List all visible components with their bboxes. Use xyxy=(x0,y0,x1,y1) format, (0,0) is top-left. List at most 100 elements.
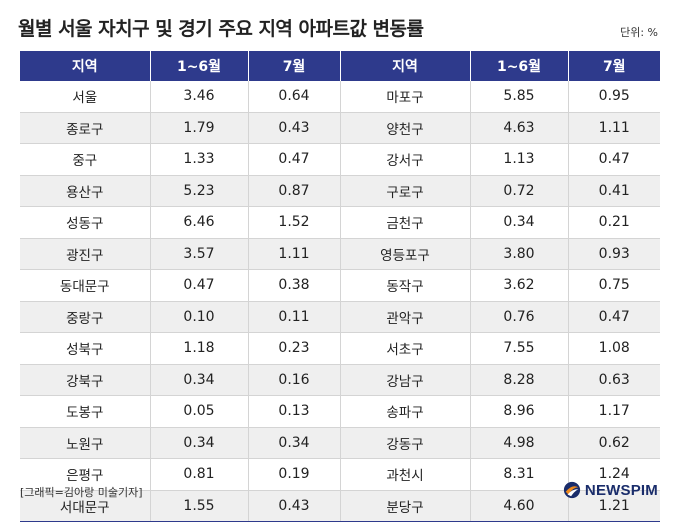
price-change-table: 지역 1~6월 7월 지역 1~6월 7월 서울 3.46 0.64 마포구 5.85 0… xyxy=(20,51,660,522)
jul-value-cell: 0.63 xyxy=(568,364,660,396)
jul-value-cell: 0.43 xyxy=(248,490,341,522)
jul-value-cell: 0.43 xyxy=(248,112,341,144)
jul-value-cell: 0.21 xyxy=(568,206,660,239)
header-h1-right: 1~6월 xyxy=(470,51,569,81)
h1-value-cell: 3.46 xyxy=(150,81,249,113)
region-cell: 광진구 xyxy=(20,238,151,270)
h1-value-cell: 3.80 xyxy=(470,238,569,270)
jul-value-cell: 1.11 xyxy=(248,238,341,270)
h1-value-cell: 4.60 xyxy=(470,490,569,522)
header-jul-left: 7월 xyxy=(248,51,341,81)
region-cell: 동대문구 xyxy=(20,269,151,302)
h1-value-cell: 5.85 xyxy=(470,81,569,113)
region-cell: 강남구 xyxy=(340,364,471,396)
table-row: 동대문구 0.47 0.38 동작구 3.62 0.75 xyxy=(20,269,660,302)
h1-value-cell: 8.96 xyxy=(470,395,569,428)
jul-value-cell: 1.11 xyxy=(568,112,660,144)
jul-value-cell: 0.19 xyxy=(248,458,341,491)
region-cell: 송파구 xyxy=(340,395,471,428)
region-cell: 양천구 xyxy=(340,112,471,144)
jul-value-cell: 0.62 xyxy=(568,427,660,459)
h1-value-cell: 1.55 xyxy=(150,490,249,522)
table-row: 도봉구 0.05 0.13 송파구 8.96 1.17 xyxy=(20,395,660,428)
table-row: 중구 1.33 0.47 강서구 1.13 0.47 xyxy=(20,143,660,176)
chart-title: 월별 서울 자치구 및 경기 주요 지역 아파트값 변동률 xyxy=(18,18,424,40)
region-cell: 마포구 xyxy=(340,81,471,113)
region-cell: 도봉구 xyxy=(20,395,151,428)
region-cell: 노원구 xyxy=(20,427,151,459)
region-cell: 관악구 xyxy=(340,301,471,333)
table-row: 성동구 6.46 1.52 금천구 0.34 0.21 xyxy=(20,206,660,239)
region-cell: 금천구 xyxy=(340,206,471,239)
h1-value-cell: 8.28 xyxy=(470,364,569,396)
h1-value-cell: 1.33 xyxy=(150,143,249,176)
h1-value-cell: 4.63 xyxy=(470,112,569,144)
table-body: 서울 3.46 0.64 마포구 5.85 0.95 종로구 1.79 0.43 양천구 4.63 1… xyxy=(20,81,660,522)
region-cell: 강북구 xyxy=(20,364,151,396)
region-cell: 은평구 xyxy=(20,458,151,491)
jul-value-cell: 0.75 xyxy=(568,269,660,302)
graphic-credit: [그래픽=김아랑 미술기자] xyxy=(20,486,143,499)
jul-value-cell: 0.93 xyxy=(568,238,660,270)
h1-value-cell: 1.79 xyxy=(150,112,249,144)
h1-value-cell: 0.34 xyxy=(150,364,249,396)
region-cell: 영등포구 xyxy=(340,238,471,270)
jul-value-cell: 0.34 xyxy=(248,427,341,459)
region-cell: 서초구 xyxy=(340,332,471,365)
region-cell: 성북구 xyxy=(20,332,151,365)
table-row: 노원구 0.34 0.34 강동구 4.98 0.62 xyxy=(20,427,660,459)
jul-value-cell: 1.24 xyxy=(568,458,660,491)
region-cell: 강서구 xyxy=(340,143,471,176)
table-row: 용산구 5.23 0.87 구로구 0.72 0.41 xyxy=(20,175,660,207)
header-jul-right: 7월 xyxy=(568,51,660,81)
newspim-logo-icon xyxy=(563,481,581,499)
h1-value-cell: 4.98 xyxy=(470,427,569,459)
jul-value-cell: 1.17 xyxy=(568,395,660,428)
jul-value-cell: 0.64 xyxy=(248,81,341,113)
h1-value-cell: 3.57 xyxy=(150,238,249,270)
newspim-logo: NEWSPIM xyxy=(563,480,658,500)
jul-value-cell: 0.11 xyxy=(248,301,341,333)
region-cell: 분당구 xyxy=(340,490,471,522)
region-cell: 중구 xyxy=(20,143,151,176)
jul-value-cell: 0.23 xyxy=(248,332,341,365)
jul-value-cell: 0.47 xyxy=(568,301,660,333)
table-row: 광진구 3.57 1.11 영등포구 3.80 0.93 xyxy=(20,238,660,270)
unit-label: 단위: % xyxy=(620,26,658,39)
h1-value-cell: 8.31 xyxy=(470,458,569,491)
region-cell: 구로구 xyxy=(340,175,471,207)
header-row: 지역 1~6월 7월 지역 1~6월 7월 xyxy=(20,51,660,81)
h1-value-cell: 0.34 xyxy=(470,206,569,239)
h1-value-cell: 3.62 xyxy=(470,269,569,302)
region-cell: 서울 xyxy=(20,81,151,113)
table-row: 은평구 0.81 0.19 과천시 8.31 1.24 xyxy=(20,458,660,491)
h1-value-cell: 0.05 xyxy=(150,395,249,428)
h1-value-cell: 1.18 xyxy=(150,332,249,365)
table-row: 성북구 1.18 0.23 서초구 7.55 1.08 xyxy=(20,332,660,365)
jul-value-cell: 0.47 xyxy=(248,143,341,176)
table-row: 서울 3.46 0.64 마포구 5.85 0.95 xyxy=(20,81,660,113)
region-cell: 종로구 xyxy=(20,112,151,144)
jul-value-cell: 0.95 xyxy=(568,81,660,113)
newspim-logo-text: NEWSPIM xyxy=(584,481,658,499)
h1-value-cell: 0.72 xyxy=(470,175,569,207)
header-region-right: 지역 xyxy=(340,51,471,81)
jul-value-cell: 0.38 xyxy=(248,269,341,302)
region-cell: 과천시 xyxy=(340,458,471,491)
table-row: 강북구 0.34 0.16 강남구 8.28 0.63 xyxy=(20,364,660,396)
h1-value-cell: 5.23 xyxy=(150,175,249,207)
h1-value-cell: 0.47 xyxy=(150,269,249,302)
jul-value-cell: 0.16 xyxy=(248,364,341,396)
header-h1-left: 1~6월 xyxy=(150,51,249,81)
h1-value-cell: 0.34 xyxy=(150,427,249,459)
region-cell: 성동구 xyxy=(20,206,151,239)
table-row: 종로구 1.79 0.43 양천구 4.63 1.11 xyxy=(20,112,660,144)
region-cell: 동작구 xyxy=(340,269,471,302)
table-row: 중랑구 0.10 0.11 관악구 0.76 0.47 xyxy=(20,301,660,333)
header-region-left: 지역 xyxy=(20,51,151,81)
region-cell: 용산구 xyxy=(20,175,151,207)
h1-value-cell: 0.81 xyxy=(150,458,249,491)
jul-value-cell: 0.47 xyxy=(568,143,660,176)
h1-value-cell: 7.55 xyxy=(470,332,569,365)
h1-value-cell: 0.10 xyxy=(150,301,249,333)
